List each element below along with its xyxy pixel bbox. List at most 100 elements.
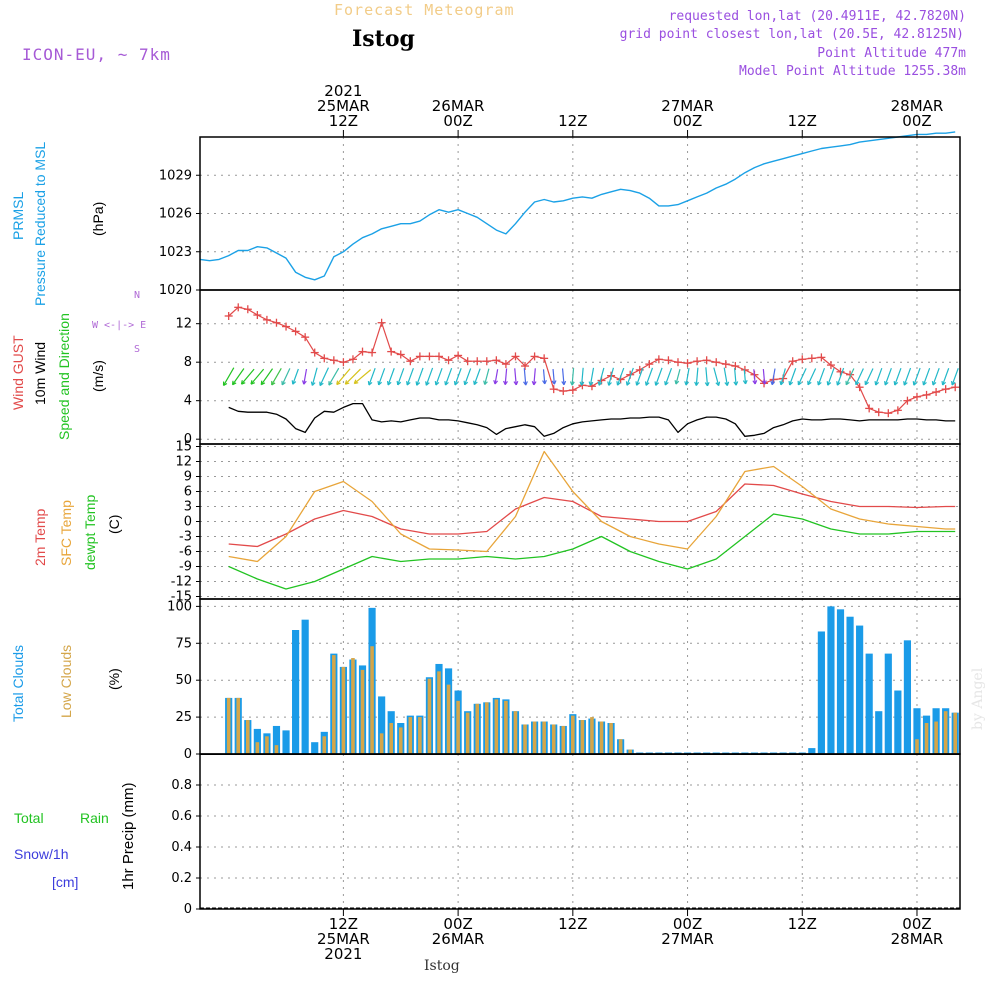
compass-n: N: [134, 290, 141, 301]
wind-barb: [378, 368, 386, 386]
wind-barb: [626, 367, 634, 386]
wind-barb: [636, 367, 644, 386]
wind-barb-head: [626, 382, 631, 386]
wind-barb: [723, 367, 728, 386]
wind-barb: [789, 368, 797, 386]
wind-barb: [260, 368, 274, 385]
low-cloud-bar: [265, 736, 269, 754]
total-cloud-bar: [827, 606, 835, 754]
wind-barb: [387, 368, 395, 386]
y-tick-label: 0.8: [171, 778, 192, 793]
low-cloud-bar: [226, 697, 231, 754]
bottom-time-label: 00Z: [673, 915, 702, 933]
y-tick-label: 1029: [159, 168, 192, 183]
low-cloud-bar: [532, 721, 537, 754]
wind-barb-head: [354, 382, 359, 385]
wind-barb-head: [735, 381, 739, 386]
wind-barb-head: [932, 381, 937, 386]
low-cloud-bar: [351, 658, 355, 754]
wind-barb: [780, 368, 786, 385]
wind-barb-head: [328, 382, 333, 386]
low-cloud-bar: [274, 745, 279, 754]
low-cloud-bar: [504, 700, 508, 754]
wind-barb: [608, 367, 615, 386]
wind-barb: [271, 368, 282, 386]
wind-barb: [616, 367, 625, 386]
wind-barb: [484, 368, 490, 385]
total-cloud-bar: [836, 609, 845, 754]
wind-barb-head: [241, 382, 246, 385]
low-cloud-bar: [389, 723, 393, 754]
wind-barb-head: [281, 382, 286, 386]
bottom-time-label: 00Z: [443, 915, 472, 933]
wind-barb-head: [378, 381, 383, 386]
total-cloud-bar: [272, 725, 281, 754]
wind-barb: [675, 369, 681, 385]
y-tick-label: 8: [184, 355, 192, 370]
wind-barb: [523, 368, 527, 386]
low-cloud-bar: [561, 725, 566, 754]
top-time-label: 2021: [324, 82, 362, 100]
wind-barb: [855, 368, 864, 385]
wind-barb: [292, 368, 299, 385]
wind-barb: [743, 369, 747, 384]
top-time-label: 27MAR: [661, 97, 714, 115]
wind-barb-head: [223, 382, 228, 387]
wind-barb-head: [589, 381, 594, 386]
grid-point-coordinates: grid point closest lon,lat (20.5E, 42.81…: [619, 27, 964, 42]
y-tick-label: 9: [184, 470, 192, 485]
low-cloud-bar: [494, 699, 499, 754]
total-cloud-bar: [856, 625, 864, 754]
top-time-label: 12Z: [788, 112, 817, 130]
top-time-label: 28MAR: [891, 97, 944, 115]
y-tick-label: 0.4: [171, 840, 192, 855]
wind-barb-head: [494, 380, 499, 385]
wind-barb: [827, 367, 835, 386]
total-cloud-bar: [378, 696, 386, 754]
wind-barb: [397, 368, 405, 386]
wind-barb: [319, 367, 330, 386]
wind-barb: [473, 368, 481, 385]
wind-barb: [303, 368, 308, 385]
y-tick-label: 1023: [159, 245, 192, 260]
wind-barb-head: [875, 381, 880, 386]
wind-barb: [435, 367, 443, 386]
wind-barb-head: [504, 381, 508, 386]
wind-barb-head: [292, 381, 297, 385]
snow-unit: [cm]: [52, 874, 79, 890]
low-cloud-bar: [341, 666, 346, 754]
wind-barb: [368, 367, 376, 386]
y-tick-label: 1026: [159, 207, 192, 222]
total-cloud-bar: [875, 711, 883, 754]
wind-barb-head: [571, 381, 575, 386]
y-tick-label: 0: [184, 902, 192, 917]
bottom-time-label: 2021: [324, 945, 362, 963]
wind-barb-head: [345, 382, 350, 385]
low-cloud-bar: [953, 712, 958, 754]
top-time-label: 00Z: [673, 112, 702, 130]
wind-barb-head: [884, 381, 889, 386]
wind-barb: [533, 368, 536, 385]
total-cloud-bar: [903, 640, 912, 754]
wind-barb: [581, 367, 584, 386]
low-cloud-bar: [628, 749, 632, 754]
top-time-label: 00Z: [443, 112, 472, 130]
top-time-label: 12Z: [558, 112, 587, 130]
wind-barb: [807, 368, 817, 386]
wind-barb: [664, 367, 673, 386]
bottom-time-label: 26MAR: [432, 930, 485, 948]
wind-barb: [864, 368, 874, 386]
wind-barb-head: [817, 381, 822, 386]
total-cloud-bar: [884, 653, 892, 754]
wind-barb-head: [855, 381, 860, 386]
wind-barb: [552, 369, 555, 385]
wind-barb: [713, 367, 720, 386]
wind-barb: [571, 368, 575, 386]
wind-barb: [250, 368, 265, 385]
wind-barb: [733, 368, 737, 386]
wind-barb: [406, 367, 414, 386]
wind-barb-head: [951, 381, 956, 386]
low-cloud-bar: [255, 742, 260, 754]
wind-barb-head: [836, 382, 841, 386]
